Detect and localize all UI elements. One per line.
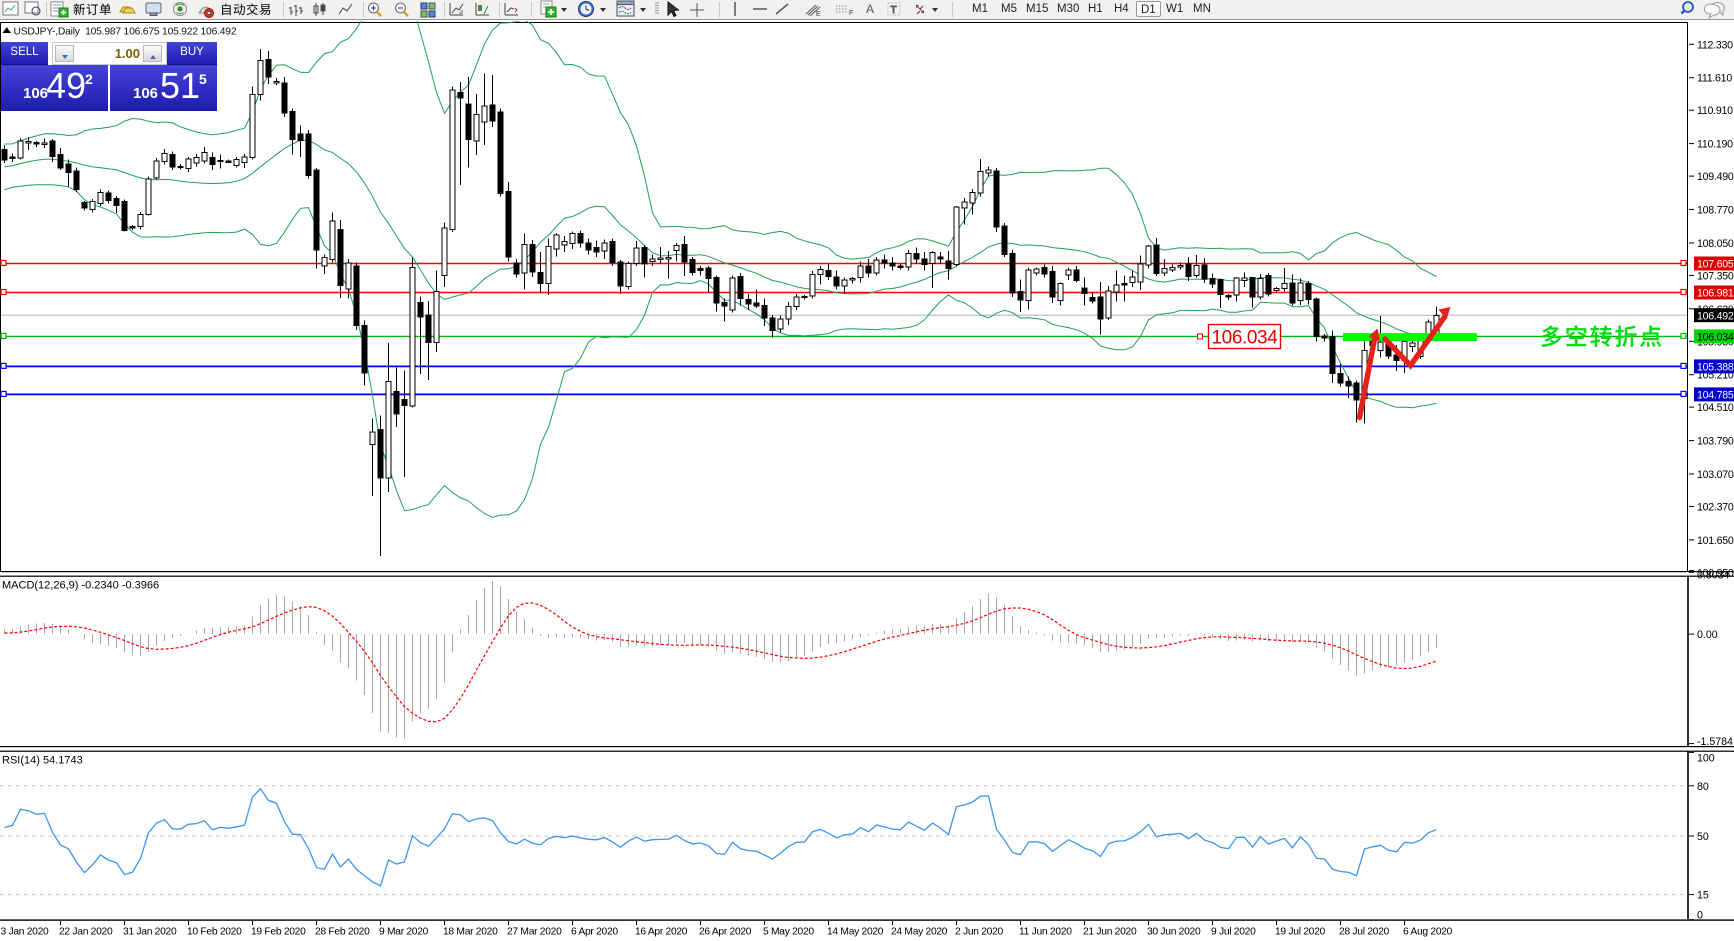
svg-text:6 Apr 2020: 6 Apr 2020: [571, 927, 618, 938]
svg-text:112.330: 112.330: [1697, 39, 1733, 51]
svg-text:110.190: 110.190: [1697, 139, 1733, 151]
svg-text:28 Feb 2020: 28 Feb 2020: [315, 927, 370, 938]
svg-text:104.510: 104.510: [1697, 402, 1734, 414]
svg-text:27 Mar 2020: 27 Mar 2020: [507, 927, 562, 938]
svg-text:0.8034: 0.8034: [1697, 570, 1730, 582]
svg-text:105.388: 105.388: [1697, 362, 1734, 374]
svg-text:3 Jan 2020: 3 Jan 2020: [1, 927, 50, 938]
svg-text:22 Jan 2020: 22 Jan 2020: [59, 927, 113, 938]
svg-text:110.910: 110.910: [1697, 105, 1733, 117]
svg-text:24 May 2020: 24 May 2020: [891, 927, 948, 938]
svg-text:19 Jul 2020: 19 Jul 2020: [1275, 927, 1326, 938]
svg-text:100: 100: [1697, 752, 1715, 764]
svg-text:30 Jun 2020: 30 Jun 2020: [1147, 927, 1201, 938]
svg-text:MACD(12,26,9) -0.2340 -0.3966: MACD(12,26,9) -0.2340 -0.3966: [2, 580, 159, 592]
svg-text:9 Jul 2020: 9 Jul 2020: [1211, 927, 1256, 938]
svg-text:106.492: 106.492: [1697, 310, 1734, 322]
svg-text:26 Apr 2020: 26 Apr 2020: [699, 927, 752, 938]
svg-text:0.00: 0.00: [1697, 629, 1718, 641]
svg-text:A: A: [866, 2, 874, 16]
svg-text:102.370: 102.370: [1697, 501, 1734, 513]
svg-text:10 Feb 2020: 10 Feb 2020: [187, 927, 242, 938]
svg-text:-1.5784: -1.5784: [1697, 736, 1733, 748]
svg-text:28 Jul 2020: 28 Jul 2020: [1339, 927, 1390, 938]
svg-text:106.981: 106.981: [1697, 288, 1734, 300]
svg-text:106.034: 106.034: [1697, 332, 1734, 344]
svg-text:19 Feb 2020: 19 Feb 2020: [251, 927, 306, 938]
svg-text:T: T: [891, 5, 897, 16]
svg-text:5 May 2020: 5 May 2020: [763, 927, 814, 938]
svg-text:E: E: [816, 11, 821, 18]
svg-text:9 Mar 2020: 9 Mar 2020: [379, 927, 429, 938]
svg-text:103.070: 103.070: [1697, 469, 1734, 481]
svg-text:103.790: 103.790: [1697, 436, 1734, 448]
svg-text:111.610: 111.610: [1697, 73, 1732, 85]
svg-text:109.490: 109.490: [1697, 171, 1734, 183]
svg-text:6 Aug 2020: 6 Aug 2020: [1403, 927, 1453, 938]
svg-text:104.785: 104.785: [1697, 390, 1734, 402]
svg-text:18 Mar 2020: 18 Mar 2020: [443, 927, 498, 938]
svg-text:0: 0: [1697, 910, 1703, 922]
svg-text:USDJPY-,Daily 105.987 106.675: USDJPY-,Daily 105.987 106.675 105.922 10…: [14, 27, 237, 38]
svg-text:11 Jun 2020: 11 Jun 2020: [1019, 927, 1072, 938]
svg-text:50: 50: [1697, 831, 1709, 843]
svg-text:108.770: 108.770: [1697, 205, 1734, 217]
svg-text:RSI(14) 54.1743: RSI(14) 54.1743: [2, 755, 83, 767]
svg-text:108.050: 108.050: [1697, 238, 1734, 250]
svg-text:14 May 2020: 14 May 2020: [827, 927, 884, 938]
svg-text:101.650: 101.650: [1697, 535, 1734, 547]
svg-text:80: 80: [1697, 781, 1709, 793]
svg-text:107.350: 107.350: [1697, 270, 1734, 282]
svg-text:107.605: 107.605: [1697, 259, 1734, 271]
svg-text:2 Jun 2020: 2 Jun 2020: [955, 927, 1004, 938]
svg-text:F: F: [849, 10, 853, 17]
svg-text:15: 15: [1697, 890, 1709, 902]
svg-text:21 Jun 2020: 21 Jun 2020: [1083, 927, 1137, 938]
svg-text:16 Apr 2020: 16 Apr 2020: [635, 927, 688, 938]
svg-text:106.034: 106.034: [1212, 328, 1279, 349]
svg-text:31 Jan 2020: 31 Jan 2020: [123, 927, 177, 938]
